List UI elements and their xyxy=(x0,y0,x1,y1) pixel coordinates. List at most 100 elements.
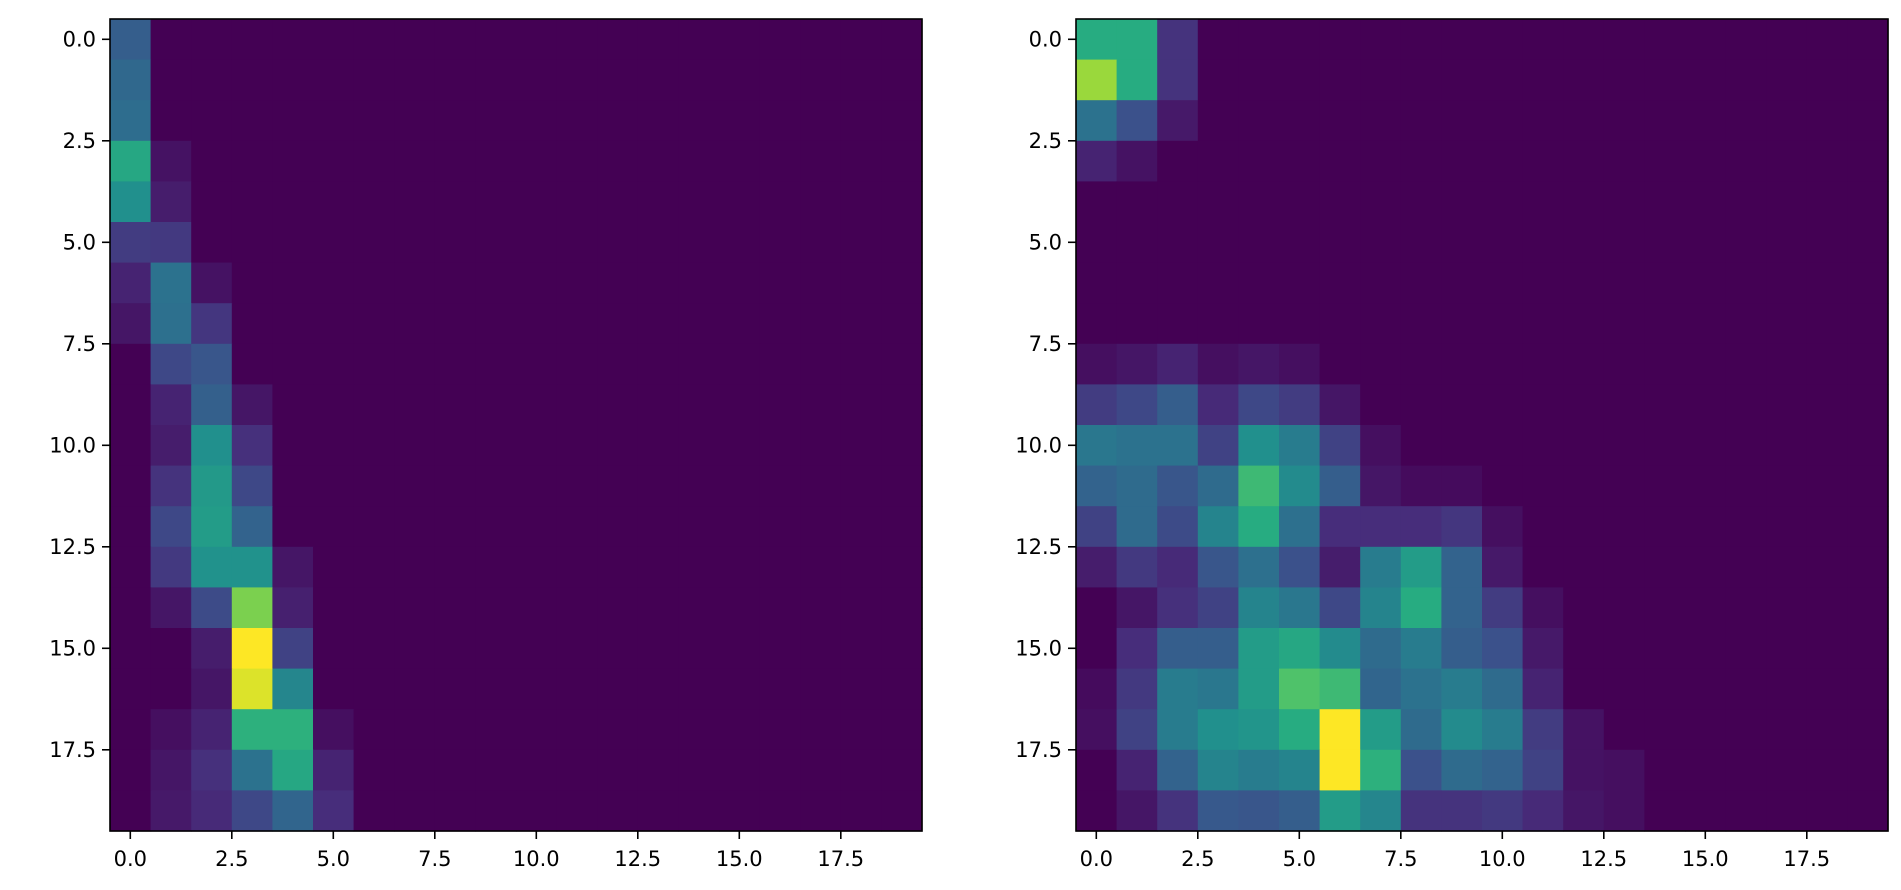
heatmap-cell xyxy=(1725,262,1767,304)
heatmap-cell xyxy=(1279,140,1321,182)
heatmap-cell xyxy=(1603,140,1645,182)
heatmap-cell xyxy=(1076,140,1118,182)
heatmap-cell xyxy=(1279,59,1321,101)
heatmap-cell xyxy=(110,506,152,548)
heatmap-cell xyxy=(881,181,923,223)
heatmap-cell xyxy=(1076,59,1118,101)
heatmap-cell xyxy=(1806,181,1848,223)
heatmap-cell xyxy=(759,506,801,548)
heatmap-cell xyxy=(516,343,558,385)
heatmap-cell xyxy=(1603,181,1645,223)
heatmap-cell xyxy=(1116,343,1158,385)
heatmap-cell xyxy=(191,506,233,548)
heatmap-cell xyxy=(719,749,761,791)
heatmap-cell xyxy=(191,749,233,791)
heatmap-cell xyxy=(475,222,517,264)
heatmap-cell xyxy=(719,140,761,182)
heatmap-cell xyxy=(1766,59,1808,101)
heatmap-cell xyxy=(678,222,720,264)
heatmap-cell xyxy=(313,181,355,223)
heatmap-cell xyxy=(719,59,761,101)
heatmap-cell xyxy=(1441,790,1483,832)
heatmap-cell xyxy=(1279,425,1321,467)
heatmap-cell xyxy=(637,465,679,507)
heatmap-cell xyxy=(597,222,639,264)
heatmap-cell xyxy=(231,384,273,426)
heatmap-cell xyxy=(1441,303,1483,345)
y-tick-label: 15.0 xyxy=(1015,636,1062,660)
heatmap-cell xyxy=(1563,506,1605,548)
heatmap-cell xyxy=(434,587,476,629)
heatmap-cell xyxy=(272,59,314,101)
y-tick-label: 12.5 xyxy=(49,535,96,559)
heatmap-cell xyxy=(1076,303,1118,345)
heatmap-cell xyxy=(1319,19,1361,61)
heatmap-cell xyxy=(150,59,192,101)
heatmap-cell xyxy=(1603,506,1645,548)
heatmap-cell xyxy=(1441,668,1483,710)
heatmap-cell xyxy=(1116,100,1158,142)
heatmap-cell xyxy=(353,222,395,264)
heatmap-cell xyxy=(434,19,476,61)
heatmap-cell xyxy=(1482,100,1524,142)
heatmap-cell xyxy=(110,587,152,629)
heatmap-cell xyxy=(719,425,761,467)
heatmap-cell xyxy=(719,19,761,61)
heatmap-cell xyxy=(191,59,233,101)
heatmap-cell xyxy=(1644,181,1686,223)
heatmap-cell xyxy=(556,506,598,548)
heatmap-cell xyxy=(1360,668,1402,710)
heatmap-cell xyxy=(556,425,598,467)
heatmap-cell xyxy=(637,222,679,264)
heatmap-cell xyxy=(1482,587,1524,629)
heatmap-left: 0.0 2.5 5.0 7.5 10.0 12.5 15.0 17.5 0.0 2.5 5.0 7.5… xyxy=(49,18,923,871)
heatmap-cell xyxy=(1197,262,1239,304)
heatmap-cell xyxy=(881,222,923,264)
heatmap-cell xyxy=(1766,181,1808,223)
heatmap-cell xyxy=(434,506,476,548)
heatmap-cell xyxy=(272,140,314,182)
heatmap-cell xyxy=(434,140,476,182)
heatmap-cell xyxy=(231,19,273,61)
heatmap-cell xyxy=(434,181,476,223)
heatmap-cell xyxy=(1644,465,1686,507)
heatmap-cell xyxy=(1197,181,1239,223)
heatmap-cell xyxy=(556,465,598,507)
heatmap-cell xyxy=(353,59,395,101)
heatmap-cell xyxy=(1522,59,1564,101)
heatmap-cell xyxy=(1441,709,1483,751)
heatmap-cell xyxy=(881,749,923,791)
heatmap-cell xyxy=(272,343,314,385)
heatmap-cell xyxy=(1197,709,1239,751)
heatmap-cell xyxy=(1238,709,1280,751)
heatmap-cell xyxy=(1685,587,1727,629)
heatmap-cell xyxy=(191,100,233,142)
heatmap-cell xyxy=(1603,546,1645,588)
heatmap-cell xyxy=(110,19,152,61)
heatmap-cell xyxy=(1766,140,1808,182)
heatmap-cell xyxy=(1847,181,1889,223)
heatmap-cell xyxy=(719,222,761,264)
heatmap-cell xyxy=(597,262,639,304)
heatmap-cell xyxy=(759,262,801,304)
heatmap-cell xyxy=(1766,343,1808,385)
heatmap-cell xyxy=(1522,19,1564,61)
heatmap-cell xyxy=(516,506,558,548)
heatmap-cell xyxy=(231,343,273,385)
heatmap-cell xyxy=(840,790,882,832)
y-tick-label: 5.0 xyxy=(63,230,96,254)
heatmap-cell xyxy=(1319,668,1361,710)
heatmap-cell xyxy=(1197,222,1239,264)
heatmap-cell xyxy=(1603,465,1645,507)
heatmap-cell xyxy=(1279,709,1321,751)
heatmap-cell xyxy=(1076,628,1118,670)
heatmap-cell xyxy=(840,100,882,142)
heatmap-cell xyxy=(1563,546,1605,588)
heatmap-cell xyxy=(1197,465,1239,507)
heatmap-cell xyxy=(1644,749,1686,791)
heatmap-cell xyxy=(1482,790,1524,832)
y-tick-label: 17.5 xyxy=(49,738,96,762)
heatmap-cell xyxy=(1482,140,1524,182)
heatmap-cell xyxy=(1563,384,1605,426)
heatmap-cell xyxy=(475,343,517,385)
